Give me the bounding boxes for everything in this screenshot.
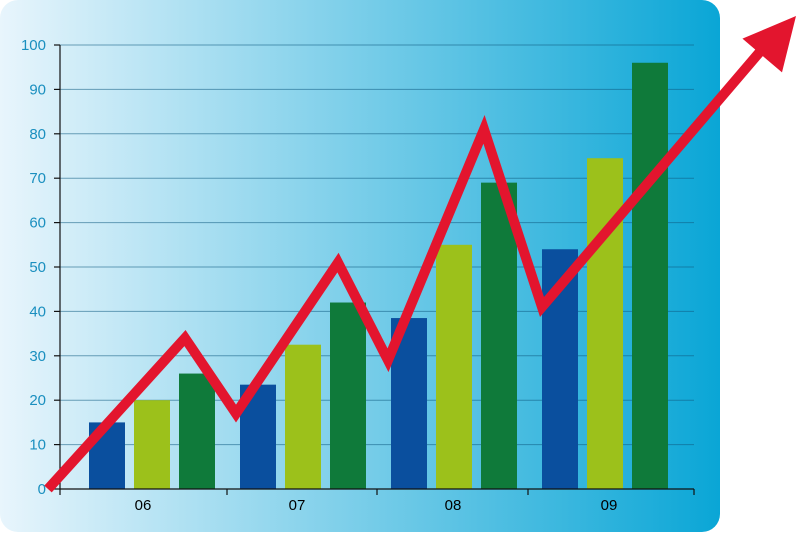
bar xyxy=(285,344,321,489)
y-tick-label: 90 xyxy=(29,81,46,98)
y-tick-label: 40 xyxy=(29,303,46,320)
y-tick-label: 100 xyxy=(21,37,46,54)
bars xyxy=(89,62,668,489)
trend-arrowhead xyxy=(742,16,796,73)
x-tick-label: 08 xyxy=(445,497,462,514)
bar xyxy=(436,244,472,489)
bar xyxy=(587,158,623,489)
bar xyxy=(632,62,668,489)
y-tick-label: 70 xyxy=(29,170,46,187)
y-tick-labels: 0 10 20 30 40 50 60 70 80 90 100 xyxy=(21,37,46,498)
bar xyxy=(134,400,170,489)
bar xyxy=(179,373,215,489)
y-tick-label: 10 xyxy=(29,437,46,454)
trend-arrow xyxy=(44,16,796,493)
y-tick-label: 80 xyxy=(29,126,46,143)
y-tick-label: 60 xyxy=(29,215,46,232)
y-tick-label: 0 xyxy=(38,481,46,498)
bar xyxy=(481,182,517,489)
y-tick-label: 20 xyxy=(29,392,46,409)
x-tick-label: 09 xyxy=(601,497,618,514)
y-tick-label: 50 xyxy=(29,259,46,276)
x-tick-label: 07 xyxy=(289,497,306,514)
bar xyxy=(330,302,366,489)
axes xyxy=(54,44,695,495)
x-tick-label: 06 xyxy=(135,497,152,514)
y-tick-label: 30 xyxy=(29,348,46,365)
x-tick-labels: 06 07 08 09 xyxy=(135,497,618,514)
trend-line xyxy=(44,36,774,493)
